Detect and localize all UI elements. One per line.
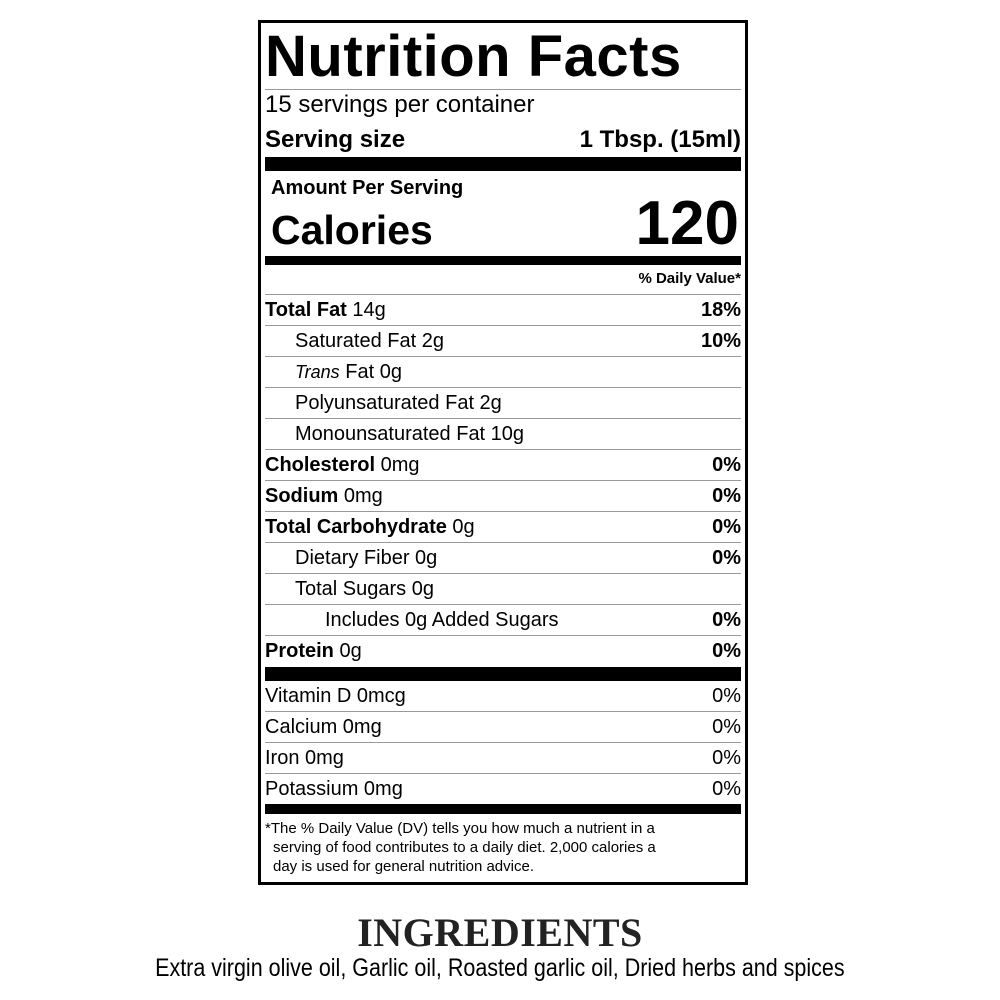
nutrient-name: Sodium bbox=[265, 485, 339, 507]
vitamin-dv: 0% bbox=[712, 685, 741, 707]
nutrient-dv: 18% bbox=[700, 299, 741, 321]
ingredients-text: Extra virgin olive oil, Garlic oil, Roas… bbox=[155, 954, 845, 982]
vitamin-name: Vitamin D 0mcg bbox=[265, 685, 406, 707]
nutrient-name: Total Carbohydrate bbox=[265, 516, 447, 538]
vitamin-row-iron: Iron 0mg 0% bbox=[265, 743, 741, 774]
nutrient-amount: 0g bbox=[446, 516, 475, 538]
vitamin-name: Calcium 0mg bbox=[265, 716, 382, 738]
thick-divider bbox=[265, 667, 741, 681]
vitamin-name: Potassium 0mg bbox=[265, 778, 403, 800]
footnote: *The % Daily Value (DV) tells you how mu… bbox=[265, 814, 741, 876]
nutrient-row-trans-fat: Trans Fat 0g bbox=[265, 357, 741, 388]
nutrient-amount: 0mg bbox=[338, 485, 383, 507]
nutrient-row-total-carbohydrate: Total Carbohydrate 0g 0% bbox=[265, 512, 741, 543]
nutrient-dv: 0% bbox=[712, 547, 741, 569]
footnote-line: day is used for general nutrition advice… bbox=[273, 858, 534, 875]
serving-size-value: 1 Tbsp. (15ml) bbox=[579, 126, 741, 153]
nutrient-dv: 0% bbox=[712, 640, 741, 662]
nutrient-dv: 0% bbox=[712, 454, 741, 476]
calories-label: Calories bbox=[271, 207, 433, 253]
vitamin-row-calcium: Calcium 0mg 0% bbox=[265, 712, 741, 743]
thick-divider bbox=[265, 157, 741, 171]
nutrient-name: Saturated Fat 2g bbox=[295, 330, 444, 352]
vitamin-name: Iron 0mg bbox=[265, 747, 344, 769]
medium-divider bbox=[265, 256, 741, 265]
nutrient-name: Protein bbox=[265, 640, 334, 662]
nutrient-amount: 0g bbox=[333, 640, 362, 662]
serving-size-label: Serving size bbox=[265, 126, 406, 153]
vitamin-row-potassium: Potassium 0mg 0% bbox=[265, 774, 741, 804]
nutrient-row-polyunsaturated-fat: Polyunsaturated Fat 2g bbox=[265, 388, 741, 419]
nutrient-row-total-sugars: Total Sugars 0g bbox=[265, 574, 741, 605]
calories-row: Calories 120 bbox=[265, 193, 741, 255]
nutrient-row-monounsaturated-fat: Monounsaturated Fat 10g bbox=[265, 419, 741, 450]
serving-size-row: Serving size 1 Tbsp. (15ml) bbox=[265, 123, 741, 157]
nutrient-amount: 14g bbox=[346, 299, 386, 321]
nutrient-dv: 0% bbox=[712, 609, 741, 631]
servings-per-container: 15 servings per container bbox=[265, 91, 535, 118]
nutrient-name: Total Fat bbox=[265, 299, 347, 321]
vitamin-row-vitamin-d: Vitamin D 0mcg 0% bbox=[265, 681, 741, 712]
nutrient-name: Cholesterol bbox=[265, 454, 376, 476]
nutrient-name: Total Sugars 0g bbox=[295, 578, 434, 600]
nutrient-row-dietary-fiber: Dietary Fiber 0g 0% bbox=[265, 543, 741, 574]
calories-value: 120 bbox=[635, 189, 739, 258]
vitamin-dv: 0% bbox=[712, 778, 741, 800]
nutrient-dv: 10% bbox=[700, 330, 741, 352]
label-title: Nutrition Facts bbox=[265, 27, 741, 90]
nutrient-dv: 0% bbox=[712, 516, 741, 538]
nutrient-row-added-sugars: Includes 0g Added Sugars 0% bbox=[265, 605, 741, 636]
ingredients-list: Extra virgin olive oil, Garlic oil, Roas… bbox=[0, 953, 1000, 983]
vitamin-dv: 0% bbox=[712, 716, 741, 738]
footnote-line: serving of food contributes to a daily d… bbox=[273, 839, 656, 856]
nutrient-name: Dietary Fiber 0g bbox=[295, 547, 438, 569]
thick-divider bbox=[265, 804, 741, 814]
nutrient-name-italic: Trans bbox=[295, 362, 340, 382]
nutrient-row-saturated-fat: Saturated Fat 2g 10% bbox=[265, 326, 741, 357]
amount-per-serving: Amount Per Serving bbox=[271, 177, 464, 199]
vitamin-dv: 0% bbox=[712, 747, 741, 769]
ingredients-heading: INGREDIENTS bbox=[357, 910, 643, 955]
nutrient-row-total-fat: Total Fat 14g 18% bbox=[265, 295, 741, 326]
nutrition-facts-label: Nutrition Facts 15 servings per containe… bbox=[258, 20, 748, 885]
daily-value-header: % Daily Value* bbox=[265, 265, 741, 295]
footnote-line: *The % Daily Value (DV) tells you how mu… bbox=[265, 820, 655, 837]
nutrient-row-protein: Protein 0g 0% bbox=[265, 636, 741, 666]
nutrient-name: Includes 0g Added Sugars bbox=[325, 609, 559, 631]
nutrient-dv: 0% bbox=[712, 485, 741, 507]
nutrient-row-sodium: Sodium 0mg 0% bbox=[265, 481, 741, 512]
nutrient-name: Fat 0g bbox=[339, 361, 402, 383]
nutrient-amount: 0mg bbox=[375, 454, 420, 476]
nutrient-row-cholesterol: Cholesterol 0mg 0% bbox=[265, 450, 741, 481]
nutrient-name: Polyunsaturated Fat 2g bbox=[295, 392, 502, 414]
nutrient-name: Monounsaturated Fat 10g bbox=[295, 423, 525, 445]
